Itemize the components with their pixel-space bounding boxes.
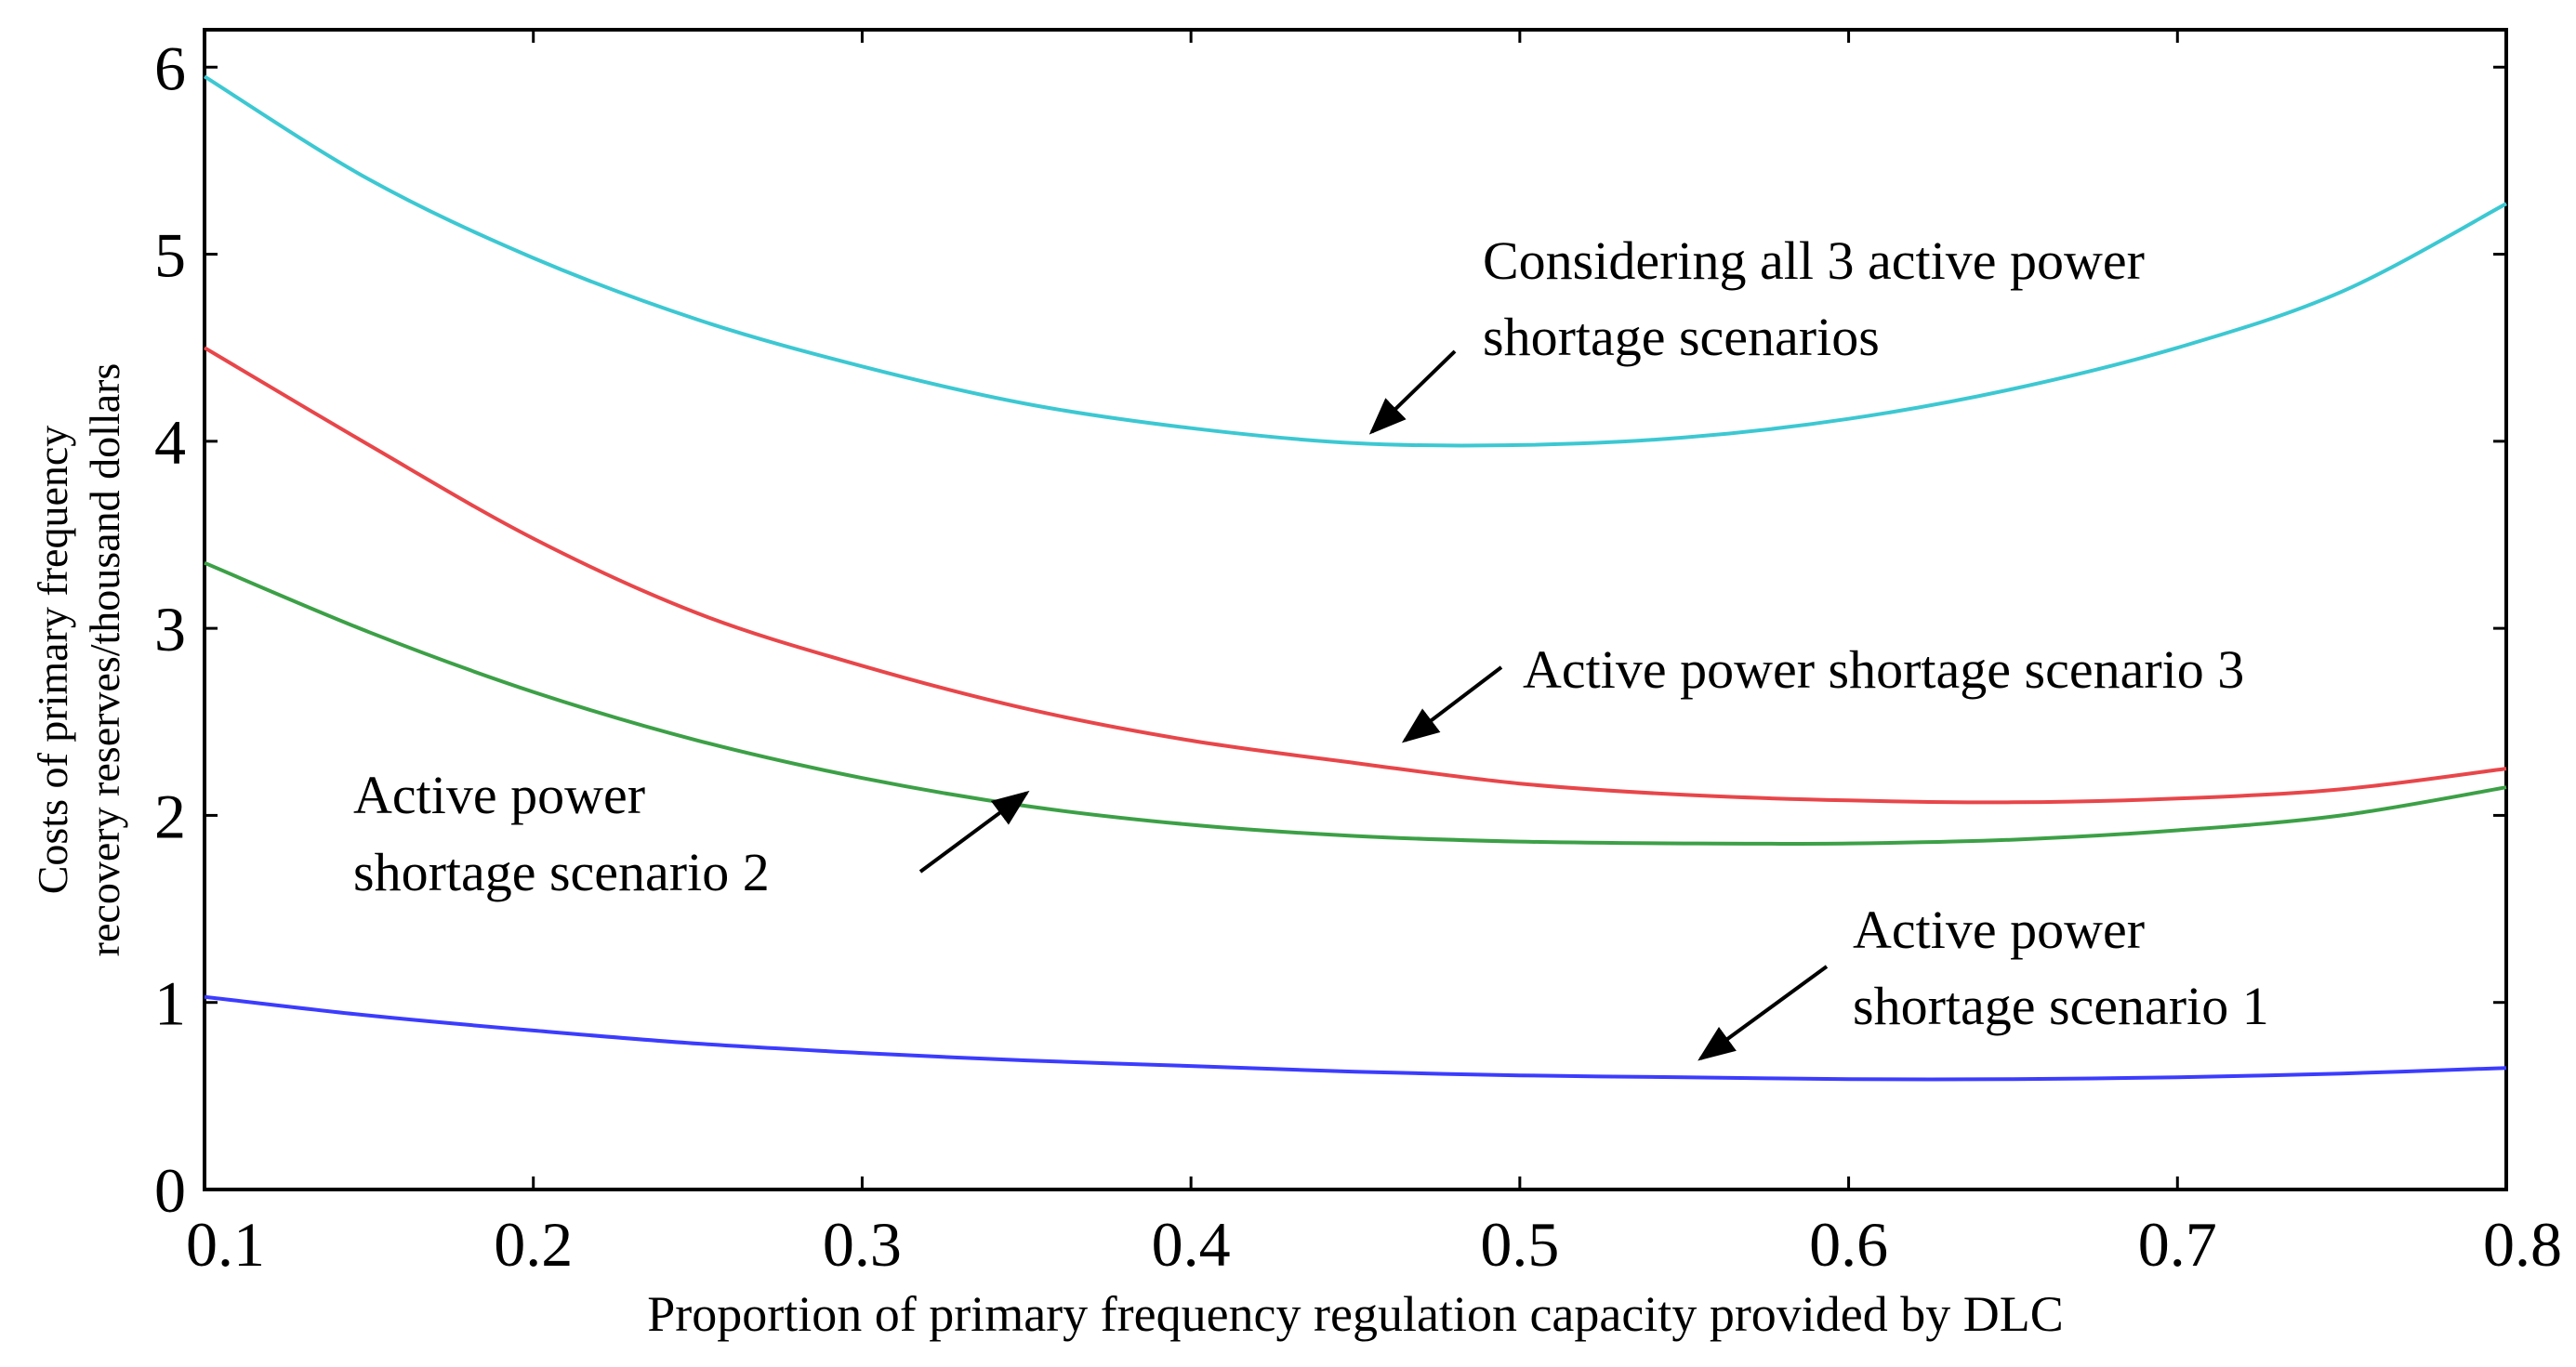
x-axis-label: Proportion of primary frequency regulati…: [647, 1286, 2064, 1342]
y-axis-label-line-1: Costs of primary frequency: [29, 426, 76, 895]
annotation-scenario-2-line-2: shortage scenario 2: [353, 842, 770, 902]
plot-area-frame: [203, 28, 2508, 1191]
annotation-scenario-3-arrow: [1401, 665, 1503, 743]
series-lines: [203, 74, 2507, 1082]
series-line-3: [204, 560, 2507, 846]
y-tick-label: 5: [154, 220, 186, 291]
x-tick-label: 0.5: [1480, 1209, 1559, 1280]
series-line-1: [203, 74, 2507, 448]
y-axis-label-line-2: recovery reserves/thousand dollars: [81, 363, 128, 957]
x-tick-label: 0.3: [823, 1209, 902, 1280]
x-tick-label: 0.2: [494, 1209, 573, 1280]
annotation-scenario-3: Active power shortage scenario 3: [1523, 639, 2244, 700]
x-tick-label: 0.4: [1152, 1209, 1231, 1280]
annotation-scenario-2-line-1: Active power: [353, 765, 645, 825]
y-tick-labels: 0 1 2 3 4 5 6: [154, 33, 186, 1226]
x-tick-label: 0.1: [186, 1209, 265, 1280]
y-tick-label: 0: [154, 1155, 186, 1226]
annotation-all-scenarios-line-1: Considering all 3 active power: [1483, 230, 2145, 291]
annotation-all-scenarios-arrow: [1368, 349, 1457, 435]
y-tick-label: 4: [154, 407, 186, 478]
x-tick-labels: 0.1 0.2 0.3 0.4 0.5 0.6 0.7 0.8: [186, 1209, 2562, 1280]
series-line-2: [203, 346, 2507, 805]
y-tick-label: 3: [154, 594, 186, 664]
series-line-4: [204, 994, 2507, 1082]
y-tick-label: 1: [154, 968, 186, 1039]
y-tick-label: 2: [154, 781, 186, 851]
y-tick-label: 6: [154, 33, 186, 103]
annotation-scenario-1-arrow: [1698, 965, 1829, 1061]
annotation-scenario-1-line-2: shortage scenario 1: [1853, 976, 2269, 1036]
x-tick-label: 0.7: [2138, 1209, 2217, 1280]
annotation-scenario-2-arrow: [918, 790, 1030, 874]
axis-ticks: [203, 30, 2508, 1191]
annotation-all-scenarios-line-2: shortage scenarios: [1483, 307, 1880, 367]
x-tick-label: 0.6: [1809, 1209, 1888, 1280]
x-tick-label: 0.8: [2483, 1209, 2562, 1280]
annotation-scenario-1-line-1: Active power: [1853, 900, 2145, 960]
